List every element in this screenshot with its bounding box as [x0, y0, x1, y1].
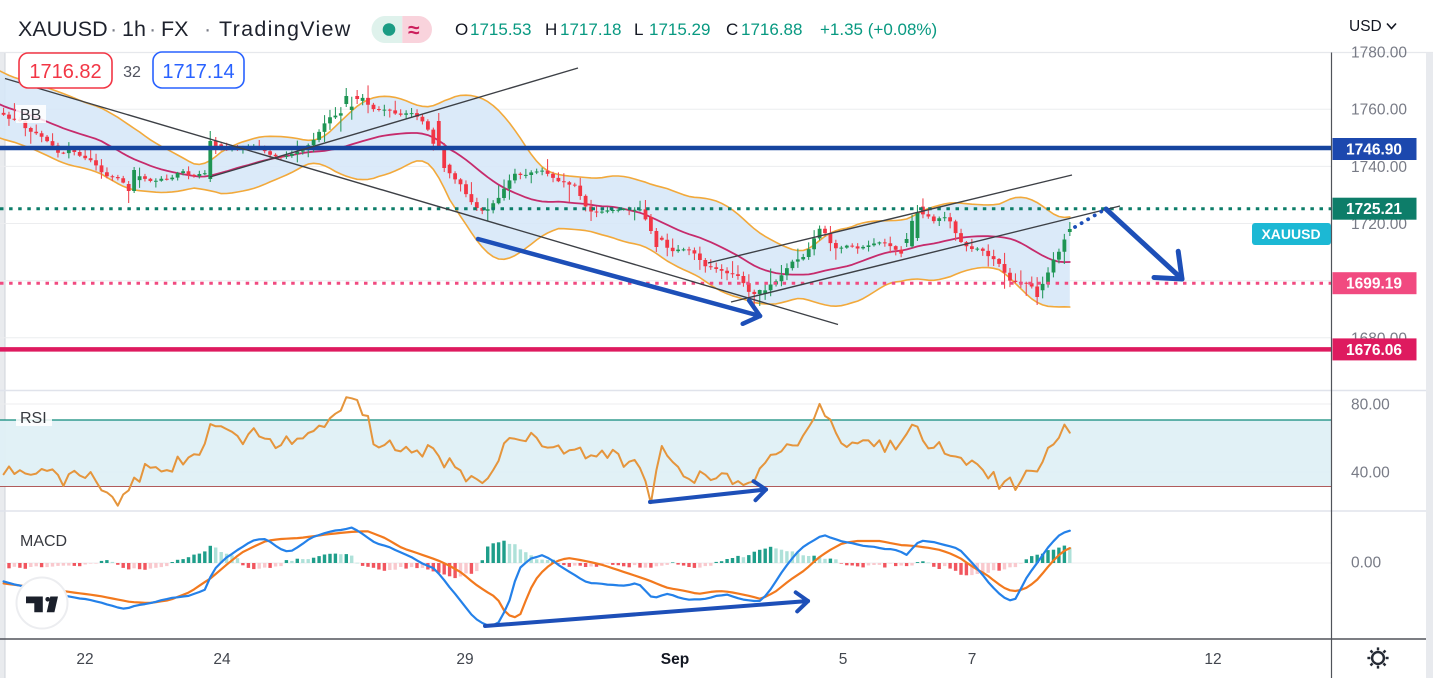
svg-text:1720.00: 1720.00 [1351, 216, 1407, 233]
svg-text:80.00: 80.00 [1351, 397, 1390, 414]
svg-text:1717.14: 1717.14 [162, 61, 234, 83]
svg-text:1699.19: 1699.19 [1346, 276, 1402, 293]
svg-text:O: O [455, 20, 468, 39]
svg-text:5: 5 [839, 651, 848, 668]
svg-text:1740.00: 1740.00 [1351, 159, 1407, 176]
svg-text:≈: ≈ [408, 19, 420, 42]
svg-text:0.00: 0.00 [1351, 555, 1382, 572]
svg-text:22: 22 [76, 651, 93, 668]
svg-text:1716.88: 1716.88 [741, 20, 802, 39]
svg-text:Sep: Sep [661, 651, 689, 668]
svg-text:RSI: RSI [20, 410, 47, 427]
svg-text:1760.00: 1760.00 [1351, 102, 1407, 119]
svg-text:1746.90: 1746.90 [1346, 142, 1402, 159]
svg-text:1715.53: 1715.53 [470, 20, 531, 39]
svg-text:12: 12 [1204, 651, 1221, 668]
svg-text:40.00: 40.00 [1351, 465, 1390, 482]
svg-text:TradingView: TradingView [219, 17, 352, 41]
svg-text:C: C [726, 20, 738, 39]
svg-text:7: 7 [968, 651, 977, 668]
svg-text:29: 29 [456, 651, 473, 668]
svg-text:1715.29: 1715.29 [649, 20, 710, 39]
svg-text:·: · [149, 17, 156, 41]
svg-text:1h: 1h [122, 17, 146, 41]
svg-text:1780.00: 1780.00 [1351, 45, 1407, 62]
svg-text:1725.21: 1725.21 [1346, 201, 1402, 218]
svg-text:XAUUSD: XAUUSD [1261, 226, 1320, 242]
svg-text:H: H [545, 20, 557, 39]
svg-text:L: L [634, 20, 643, 39]
svg-text:USD: USD [1349, 18, 1382, 35]
svg-text:24: 24 [213, 651, 231, 668]
svg-text:XAUUSD: XAUUSD [18, 17, 108, 41]
svg-text:MACD: MACD [20, 533, 67, 550]
svg-text:·: · [110, 17, 117, 41]
svg-text:+1.35 (+0.08%): +1.35 (+0.08%) [820, 20, 937, 39]
svg-text:1676.06: 1676.06 [1346, 342, 1402, 359]
svg-text:FX: FX [161, 17, 188, 41]
svg-text:BB: BB [20, 107, 41, 124]
svg-text:1716.82: 1716.82 [29, 61, 101, 83]
svg-text:1717.18: 1717.18 [560, 20, 621, 39]
svg-text:32: 32 [123, 64, 141, 81]
svg-text:·: · [204, 17, 211, 41]
